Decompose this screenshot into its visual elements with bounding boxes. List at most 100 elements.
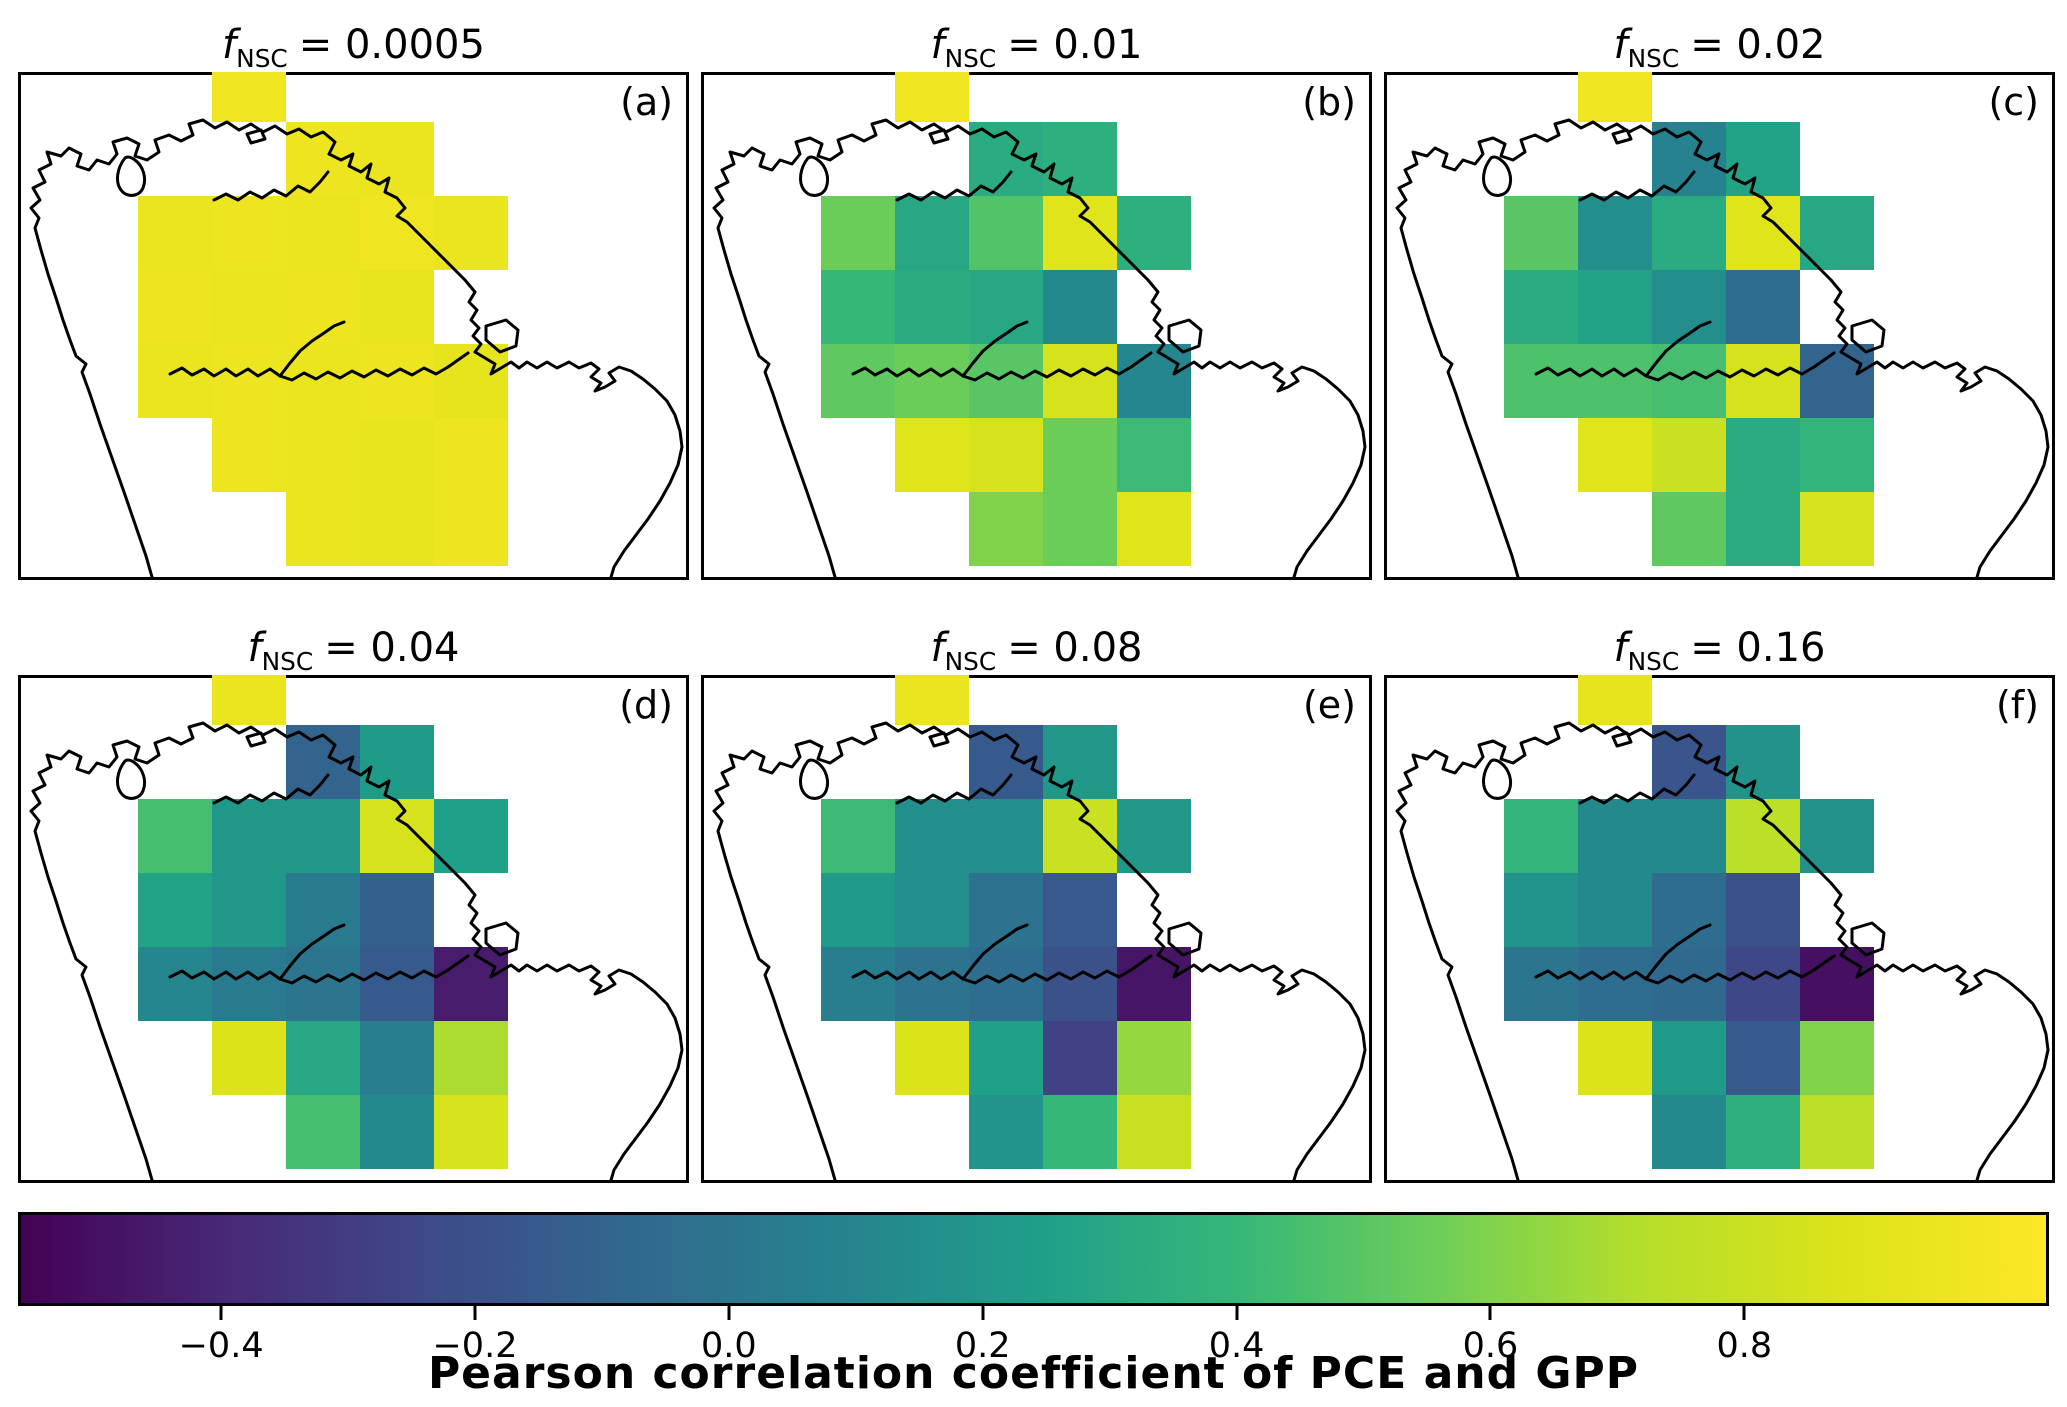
title-value: = 0.16: [1690, 625, 1826, 672]
heatmap-cell: [821, 799, 895, 873]
heatmap-cell: [434, 1095, 508, 1169]
heatmap-cell: [1578, 675, 1652, 725]
colorbar-tick-mark: [1488, 1306, 1492, 1320]
panel-letter-label: (c): [1988, 80, 2039, 124]
heatmap-cell: [1726, 492, 1800, 566]
heatmap-cell: [138, 196, 212, 270]
title-symbol: f: [247, 625, 262, 672]
heatmap-cell: [1652, 196, 1726, 270]
map-panel-d: (d): [18, 675, 689, 1183]
heatmap-cell: [895, 196, 969, 270]
heatmap-cell: [895, 270, 969, 344]
heatmap-cell: [1726, 1021, 1800, 1095]
heatmap-cell: [360, 344, 434, 418]
heatmap-cells: [138, 675, 508, 1169]
map-panel-a: (a): [18, 72, 689, 580]
heatmap-cell: [212, 1021, 286, 1095]
heatmap-cell: [895, 675, 969, 725]
heatmap-cell: [969, 122, 1043, 196]
heatmap-cell: [212, 675, 286, 725]
heatmap-cell: [138, 270, 212, 344]
title-subscript: NSC: [1627, 647, 1680, 677]
heatmap-cell: [1043, 418, 1117, 492]
heatmap-cell: [212, 873, 286, 947]
heatmap-cell: [360, 1095, 434, 1169]
heatmap-cell: [1800, 344, 1874, 418]
heatmap-cell: [1117, 1021, 1191, 1095]
heatmap-cell: [286, 873, 360, 947]
heatmap-cell: [434, 947, 508, 1021]
colorbar-tick-label: 0.2: [954, 1326, 1011, 1366]
panel-slot-e: fNSC = 0.08 (e): [701, 613, 1372, 1183]
heatmap-cell: [1504, 799, 1578, 873]
heatmap-cell: [1578, 418, 1652, 492]
title-symbol: f: [930, 625, 945, 672]
title-value: = 0.0005: [298, 22, 485, 69]
colorbar-title: Pearson correlation coefficient of PCE a…: [427, 1348, 1640, 1399]
heatmap-cell: [1652, 270, 1726, 344]
heatmap-cell: [1652, 122, 1726, 196]
map-panel-e: (e): [701, 675, 1372, 1183]
heatmap-cell: [360, 1021, 434, 1095]
colorbar-tick-mark: [219, 1306, 223, 1320]
colorbar-tick-label: 0.4: [1208, 1326, 1265, 1366]
heatmap-cells: [1504, 72, 1874, 566]
heatmap-cell: [1652, 344, 1726, 418]
heatmap-cell: [286, 799, 360, 873]
heatmap-cell: [286, 270, 360, 344]
heatmap-cell: [1800, 1021, 1874, 1095]
heatmap-cell: [1504, 196, 1578, 270]
title-value: = 0.04: [324, 625, 460, 672]
heatmap-cell: [1043, 1021, 1117, 1095]
heatmap-cell: [286, 418, 360, 492]
panel-title-e: fNSC = 0.08: [701, 613, 1372, 675]
heatmap-cell: [1117, 344, 1191, 418]
heatmap-cell: [1117, 1095, 1191, 1169]
heatmap-cell: [1726, 873, 1800, 947]
heatmap-cell: [1578, 72, 1652, 122]
title-symbol: f: [1613, 22, 1628, 69]
heatmap-cell: [1652, 1021, 1726, 1095]
heatmap-cell: [286, 122, 360, 196]
colorbar-tick-mark: [727, 1306, 731, 1320]
heatmap-cell: [360, 270, 434, 344]
map-svg: [712, 72, 1367, 580]
heatmap-cell: [212, 344, 286, 418]
heatmap-cell: [1043, 122, 1117, 196]
heatmap-cell: [360, 122, 434, 196]
heatmap-cell: [1578, 1021, 1652, 1095]
heatmap-cell: [1726, 947, 1800, 1021]
heatmap-cell: [821, 270, 895, 344]
panel-title-b: fNSC = 0.01: [701, 10, 1372, 72]
heatmap-cell: [1652, 799, 1726, 873]
heatmap-cell: [895, 799, 969, 873]
panel-slot-d: fNSC = 0.04 (d): [18, 613, 689, 1183]
heatmap-cell: [212, 72, 286, 122]
heatmap-cell: [969, 418, 1043, 492]
colorbar-tick-label: −0.2: [432, 1326, 518, 1366]
heatmap-cell: [1726, 799, 1800, 873]
heatmap-cell: [1043, 196, 1117, 270]
heatmap-cell: [969, 947, 1043, 1021]
heatmap-cells: [821, 675, 1191, 1169]
map-svg: [1395, 72, 2050, 580]
title-symbol: f: [1613, 625, 1628, 672]
title-subscript: NSC: [944, 44, 997, 74]
map-panel-b: (b): [701, 72, 1372, 580]
heatmap-cell: [1043, 799, 1117, 873]
heatmap-cell: [138, 947, 212, 1021]
heatmap-cell: [138, 873, 212, 947]
heatmap-cell: [1726, 122, 1800, 196]
panel-letter-label: (b): [1302, 80, 1356, 124]
heatmap-cell: [1652, 1095, 1726, 1169]
heatmap-cell: [1652, 873, 1726, 947]
colorbar-tick-label: −0.4: [178, 1326, 264, 1366]
title-subscript: NSC: [1627, 44, 1680, 74]
heatmap-cell: [969, 196, 1043, 270]
heatmap-cell: [969, 873, 1043, 947]
heatmap-cell: [1043, 873, 1117, 947]
heatmap-cell: [1117, 196, 1191, 270]
colorbar-tick-label: 0.6: [1462, 1326, 1519, 1366]
heatmap-cell: [138, 344, 212, 418]
panel-slot-c: fNSC = 0.02 (c): [1384, 10, 2055, 580]
